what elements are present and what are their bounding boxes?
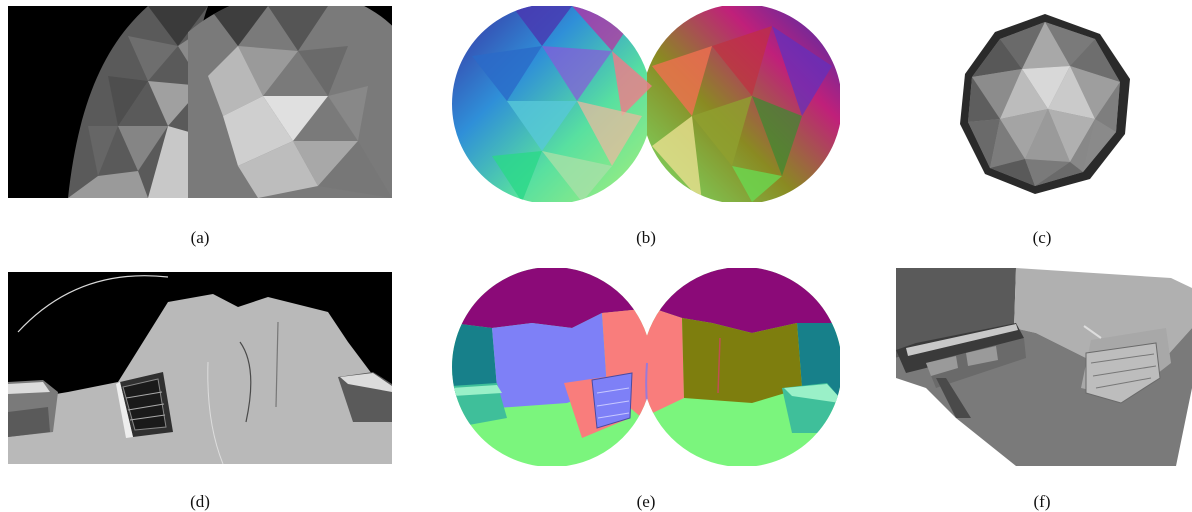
panel-f-image xyxy=(896,268,1192,466)
panel-b-caption: (b) xyxy=(636,228,656,247)
panel-d-caption: (d) xyxy=(190,492,210,511)
panel-b-image xyxy=(452,6,840,202)
panel-e-caption: (e) xyxy=(636,492,656,511)
panel-a-image xyxy=(8,6,392,198)
panel-e-image xyxy=(452,268,840,466)
panel-d-image xyxy=(8,272,392,464)
panel-a-caption: (a) xyxy=(190,228,210,247)
panel-c-caption: (c) xyxy=(1032,228,1052,247)
panel-c-image xyxy=(950,14,1140,196)
panel-f-caption: (f) xyxy=(1033,492,1051,511)
